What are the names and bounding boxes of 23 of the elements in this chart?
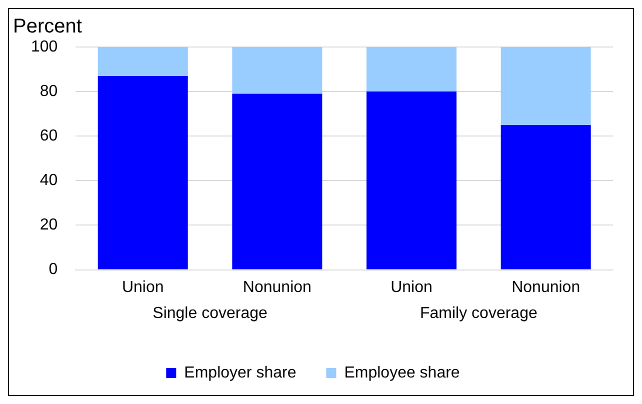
legend-label: Employee share: [344, 364, 460, 382]
bar: [232, 94, 322, 270]
x-tick-label: Nonunion: [242, 278, 312, 296]
bar: [232, 47, 322, 94]
bar: [500, 124, 591, 270]
bar: [98, 47, 188, 76]
legend-label: Employer share: [184, 364, 296, 382]
y-axis-title: Percent: [13, 16, 82, 38]
bar: [366, 92, 457, 270]
y-tick-label: 40: [40, 172, 58, 190]
text: Family coverage: [420, 305, 538, 322]
y-tick-label: 80: [40, 82, 58, 100]
y-tick-label: 0: [48, 261, 58, 278]
text: Single coverage: [152, 305, 268, 322]
y-tick-label: 20: [40, 216, 58, 234]
bar: [366, 47, 457, 92]
x-tick-label: Union: [122, 278, 164, 296]
y-tick-label: 60: [40, 128, 58, 145]
bar: [500, 47, 591, 125]
x-tick-label: Union: [390, 278, 432, 296]
x-tick-label: Nonunion: [512, 278, 580, 296]
bar: [98, 76, 188, 270]
y-tick-label: 100: [30, 38, 58, 56]
